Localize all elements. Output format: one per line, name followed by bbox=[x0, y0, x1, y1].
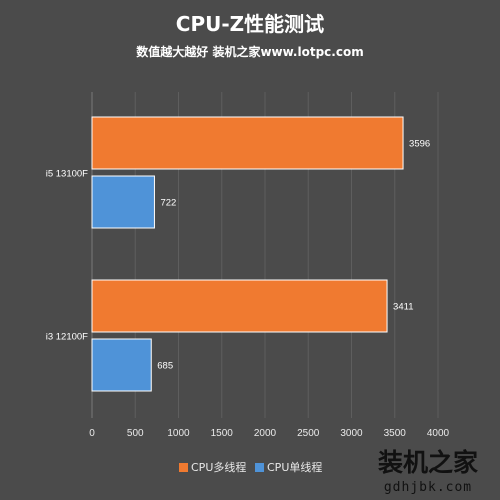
watermark-text: 装机之家 bbox=[378, 448, 478, 477]
y-axis-categories: i5 13100F i3 12100F bbox=[46, 169, 88, 343]
legend-swatch bbox=[179, 463, 188, 472]
bars: 3596 722 3411 685 bbox=[91, 116, 430, 392]
data-label: 3411 bbox=[393, 302, 413, 313]
x-tick-label: 2000 bbox=[254, 428, 277, 439]
bar bbox=[91, 116, 404, 170]
chart-title: CPU-Z性能测试 bbox=[176, 12, 324, 36]
x-tick-label: 1000 bbox=[167, 428, 190, 439]
watermark: 装机之家 gdhjbk.com bbox=[378, 448, 478, 495]
x-tick-label: 4000 bbox=[427, 428, 450, 439]
x-tick-label: 1500 bbox=[211, 428, 234, 439]
legend: CPU多线程 CPU单线程 bbox=[179, 460, 322, 474]
x-tick-label: 2500 bbox=[297, 428, 320, 439]
data-label: 722 bbox=[160, 198, 176, 209]
data-label: 685 bbox=[157, 361, 173, 372]
legend-label: CPU多线程 bbox=[191, 460, 246, 474]
category-label: i5 13100F bbox=[46, 169, 88, 180]
x-tick-label: 0 bbox=[89, 428, 95, 439]
data-label: 3596 bbox=[409, 139, 430, 150]
bar bbox=[91, 338, 152, 392]
watermark-url: gdhjbk.com bbox=[384, 480, 472, 495]
chart-subtitle: 数值越大越好 装机之家www.lotpc.com bbox=[136, 44, 363, 59]
x-tick-label: 3500 bbox=[384, 428, 407, 439]
category-label: i3 12100F bbox=[46, 332, 88, 343]
legend-swatch bbox=[255, 463, 264, 472]
bar bbox=[91, 175, 155, 229]
legend-label: CPU单线程 bbox=[267, 460, 322, 474]
x-tick-label: 3000 bbox=[340, 428, 363, 439]
bar bbox=[91, 279, 388, 333]
x-axis-ticks: 0 500 1000 1500 2000 2500 3000 3500 4000 bbox=[89, 428, 449, 439]
x-tick-label: 500 bbox=[127, 428, 144, 439]
